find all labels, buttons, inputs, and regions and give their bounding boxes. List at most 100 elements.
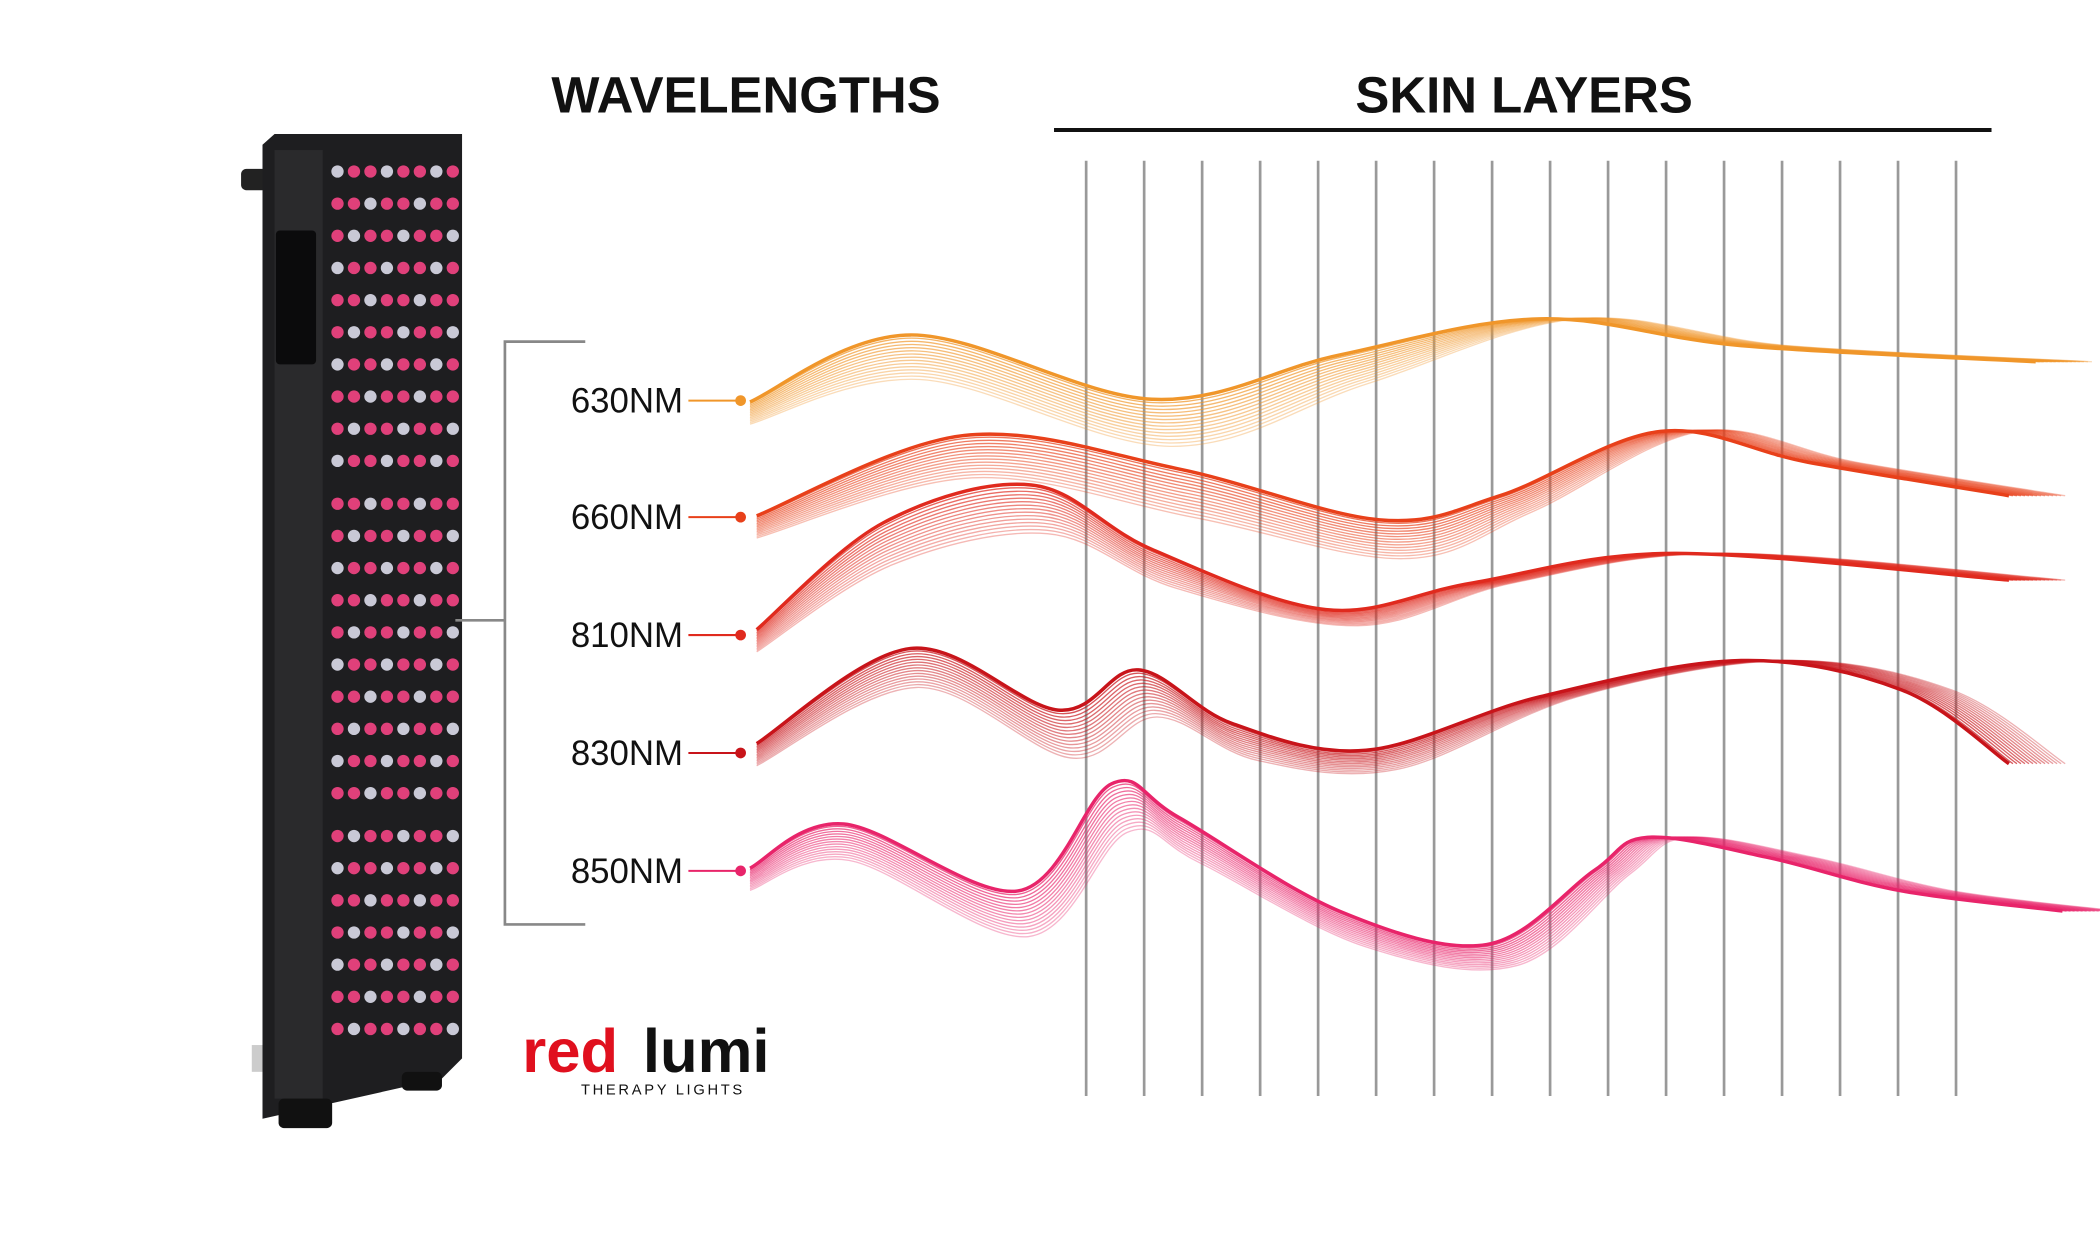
led	[380, 862, 394, 875]
led	[446, 165, 459, 178]
led	[331, 454, 344, 468]
led	[397, 390, 410, 403]
wave-strand	[756, 428, 2010, 523]
led	[413, 561, 427, 575]
wave-strand	[756, 429, 2042, 543]
led	[446, 1022, 459, 1036]
led	[430, 1022, 443, 1036]
label-dot	[735, 747, 746, 759]
led	[397, 454, 410, 468]
led	[430, 990, 443, 1003]
led	[380, 561, 394, 575]
led	[430, 497, 443, 510]
wave-strand	[749, 317, 2092, 448]
led	[331, 894, 344, 907]
wave-strand	[749, 814, 2100, 964]
led	[364, 422, 377, 435]
led	[430, 454, 443, 468]
led	[347, 926, 361, 939]
led	[380, 261, 394, 275]
led	[331, 229, 344, 242]
led	[413, 658, 427, 671]
led	[347, 497, 361, 510]
led	[397, 990, 410, 1003]
led	[331, 626, 344, 639]
led	[364, 862, 377, 875]
led	[364, 626, 377, 639]
led	[397, 626, 410, 639]
led	[364, 529, 377, 543]
device	[241, 133, 463, 1129]
led	[364, 690, 377, 703]
led	[380, 658, 394, 671]
led	[413, 786, 427, 800]
led	[347, 754, 361, 768]
led	[331, 358, 344, 371]
led	[413, 165, 427, 178]
led	[364, 722, 377, 736]
wave-strand	[756, 429, 2058, 554]
wave-strand	[755, 482, 2010, 632]
led	[430, 293, 443, 307]
led	[347, 165, 361, 178]
wave-strand	[749, 778, 2063, 948]
wave-strand	[756, 429, 2038, 540]
led	[446, 293, 459, 307]
led	[446, 894, 459, 907]
wave-strand	[756, 429, 2046, 546]
led	[413, 229, 427, 242]
led	[380, 390, 394, 403]
led	[347, 293, 361, 307]
wave-strand	[756, 429, 2054, 551]
led	[446, 990, 459, 1003]
led	[397, 958, 410, 971]
led	[380, 754, 394, 768]
led	[397, 829, 410, 843]
led	[364, 197, 377, 210]
wave-strand	[749, 317, 2052, 414]
wave-strand	[756, 659, 2054, 770]
wave	[755, 646, 2066, 775]
heading: WAVELENGTHS	[551, 67, 940, 124]
led	[380, 358, 394, 371]
wave-strand	[749, 811, 2099, 962]
led	[397, 358, 410, 371]
led	[446, 626, 459, 639]
wave	[749, 317, 2092, 448]
wavelength-label: 630NM	[571, 382, 683, 421]
led	[397, 497, 410, 510]
led	[331, 422, 344, 435]
wavelength-label: 810NM	[571, 616, 683, 655]
wave-strand	[756, 429, 2026, 532]
wavelength-labels: 630NM 660NM 810NM 830NM 850NM	[571, 382, 746, 891]
led	[331, 293, 344, 307]
led	[380, 197, 394, 210]
wave-strand	[756, 659, 2046, 766]
wave-strand	[749, 793, 2079, 954]
led	[413, 926, 427, 939]
led	[446, 658, 459, 671]
label-dot	[735, 511, 746, 523]
led	[331, 862, 344, 875]
led	[347, 422, 361, 435]
led	[397, 786, 410, 800]
led	[413, 862, 427, 875]
led	[331, 829, 344, 843]
led	[446, 390, 459, 403]
led	[397, 422, 410, 435]
led	[364, 754, 377, 768]
led	[364, 958, 377, 971]
led	[331, 754, 344, 768]
led	[364, 293, 377, 307]
wavelength-label: 850NM	[571, 852, 683, 891]
led	[397, 165, 410, 178]
wavelength-label: 660NM	[571, 498, 683, 537]
wave-strand	[749, 800, 2087, 957]
led	[380, 165, 394, 178]
led	[347, 658, 361, 671]
led	[380, 894, 394, 907]
led	[413, 326, 427, 339]
led	[397, 293, 410, 307]
led	[380, 722, 394, 736]
